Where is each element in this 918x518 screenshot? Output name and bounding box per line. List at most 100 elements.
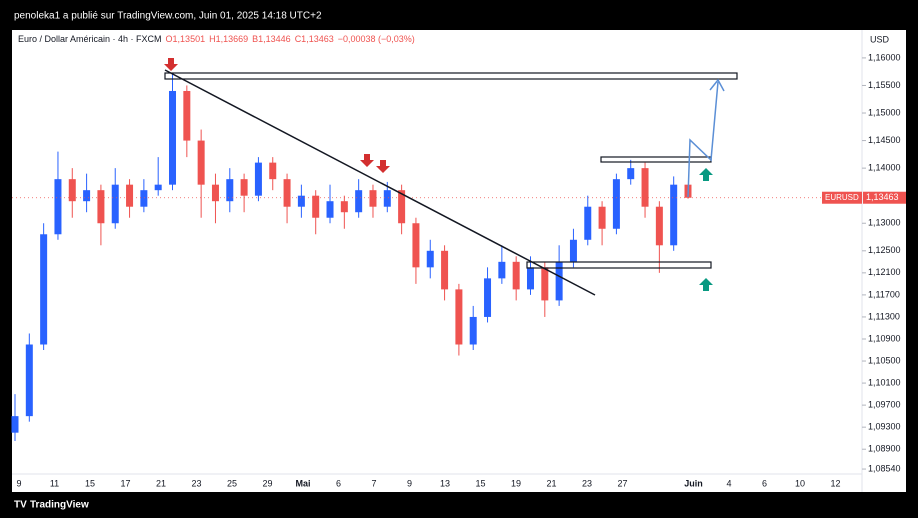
candle-body [441, 250, 449, 290]
y-tick-label: 1,11300 [868, 311, 900, 321]
down-arrow [164, 58, 178, 71]
candle-body [455, 289, 463, 345]
candle-body [641, 168, 649, 207]
y-tick-label: 1,10500 [868, 355, 901, 365]
candle-body [526, 267, 534, 290]
candle-body [412, 223, 420, 268]
zone-box [526, 261, 712, 269]
drawings [164, 58, 738, 296]
down-arrow [360, 154, 374, 167]
x-tick-label: 10 [795, 478, 805, 488]
candle-body [126, 184, 134, 207]
price-tag-text: 1,13463 [866, 192, 899, 202]
candle-body [340, 201, 348, 213]
x-tick-label: 6 [762, 478, 767, 488]
candle-body [269, 162, 277, 180]
zone-box [164, 72, 738, 80]
x-tick-label: 21 [546, 478, 556, 488]
symbol-tag [822, 191, 862, 204]
y-tick-label: 1,13000 [868, 218, 901, 228]
projection-line [687, 81, 719, 198]
candle-body [211, 184, 219, 202]
candle-body [226, 179, 234, 202]
candle-body [297, 195, 305, 207]
candle-body [612, 179, 620, 229]
candle-body [484, 278, 492, 317]
x-tick-label: 27 [617, 478, 627, 488]
candle-body [512, 261, 520, 290]
ohlc-low: B1,13446 [252, 34, 291, 44]
plot: 1,16000 1,15500 1,15000 1,14500 1,14000 1,130… [11, 52, 906, 488]
candle-body [569, 239, 577, 262]
candle-body [183, 90, 191, 141]
x-tick-label: 6 [336, 478, 341, 488]
ohlc-open: O1,13501 [166, 34, 206, 44]
ohlc-close: C1,13463 [295, 34, 334, 44]
candle-body [240, 179, 248, 196]
x-tick-label: 29 [262, 478, 272, 488]
trend-line [164, 69, 596, 296]
candle-body [555, 261, 563, 301]
down-arrow [376, 160, 390, 173]
candle-body [655, 206, 663, 246]
y-tick-label: 1,15500 [868, 80, 901, 90]
x-tick-label: 9 [407, 478, 412, 488]
x-tick-label: 21 [156, 478, 166, 488]
candle-body [68, 179, 76, 202]
axis-label: USD [870, 34, 890, 44]
chart-pane [12, 30, 906, 492]
y-tick-label: 1,08540 [868, 463, 901, 473]
x-tick-label: 11 [50, 478, 59, 488]
candle-body [670, 184, 678, 246]
x-tick-label: 19 [511, 478, 521, 488]
candle-body [40, 234, 48, 345]
candle-body [11, 416, 19, 433]
x-tick-label: 4 [726, 478, 731, 488]
candle-body [140, 190, 148, 207]
x-tick-label: 25 [227, 478, 237, 488]
x-tick-label: Mai [295, 478, 310, 488]
chart-title: Euro / Dollar Américain · 4h · FXCM O1,13… [18, 34, 415, 44]
x-tick-label: Juin [684, 478, 703, 488]
x-tick-label: 12 [830, 478, 840, 488]
brand-logo: TV [14, 500, 27, 511]
y-tick-label: 1,08900 [868, 444, 901, 454]
ohlc-change: −0,00038 (−0,03%) [338, 34, 415, 44]
y-tick-label: 1,12500 [868, 245, 901, 255]
candle-body [598, 206, 606, 229]
candle-body [326, 201, 334, 218]
publisher-text: penoleka1 a publié sur TradingView.com, … [14, 11, 322, 22]
y-tick-label: 1,15000 [868, 107, 901, 117]
y-tick-label: 1,14500 [868, 135, 901, 145]
y-tick-label: 1,11700 [868, 289, 900, 299]
candle-body [254, 162, 262, 196]
x-tick-label: 23 [582, 478, 592, 488]
candle-body [355, 190, 363, 213]
y-tick-label: 1,16000 [868, 52, 901, 62]
x-tick-label: 23 [191, 478, 201, 488]
x-tick-label: 13 [440, 478, 450, 488]
x-tick-label: 15 [475, 478, 485, 488]
candle-body [627, 168, 635, 180]
candle-body [369, 190, 377, 207]
price-tag [863, 191, 906, 204]
candle-body [383, 190, 391, 207]
up-arrow [699, 168, 713, 181]
candle-body [584, 206, 592, 240]
candle-body [283, 179, 291, 207]
candle-body [197, 140, 205, 185]
y-tick-label: 1,09300 [868, 422, 901, 432]
candle-body [541, 267, 549, 301]
y-tick-label: 1,14000 [868, 163, 901, 173]
candle-body [312, 195, 320, 218]
x-tick-label: 15 [85, 478, 95, 488]
x-tick-label: 17 [120, 478, 130, 488]
candle-body [111, 184, 119, 224]
symbol-tag-text: EURUSD [825, 193, 859, 202]
x-tick-label: 9 [16, 478, 21, 488]
candle-body [154, 184, 162, 191]
candle-body [469, 316, 477, 345]
candle-body [426, 250, 434, 268]
y-tick-label: 1,10900 [868, 333, 901, 343]
